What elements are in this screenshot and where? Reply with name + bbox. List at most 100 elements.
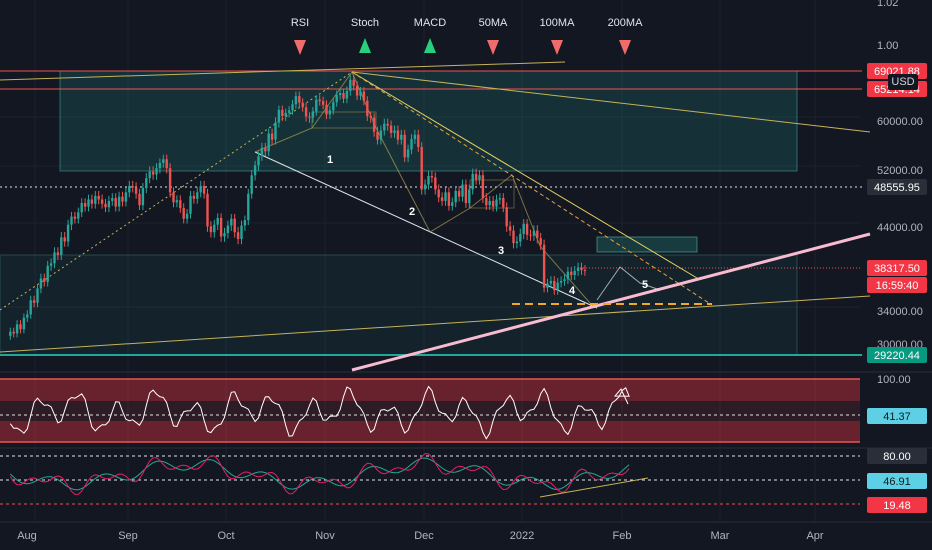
candle-body	[352, 79, 355, 86]
candle-body	[168, 168, 172, 193]
price-tag-text: 41.37	[883, 411, 911, 423]
candle-body	[345, 90, 349, 99]
candle-body	[498, 198, 502, 200]
candle-body	[454, 190, 457, 203]
candle-body	[566, 271, 570, 280]
candle-body	[294, 96, 298, 105]
candle-body	[335, 95, 338, 103]
price-tag-text: 80.00	[883, 451, 911, 463]
candle-body	[481, 175, 485, 199]
candle-body	[403, 134, 406, 158]
candle-body	[138, 193, 141, 206]
signal-down-arrow	[551, 40, 563, 55]
price-tag-box	[867, 277, 927, 293]
candle-body	[9, 331, 12, 336]
candle-body	[546, 283, 549, 288]
rsi-axis-label: 100.00	[877, 374, 911, 386]
candle-body	[141, 188, 145, 206]
candle-body	[549, 280, 553, 284]
candle-body	[63, 237, 66, 242]
candle-body	[451, 202, 454, 206]
candle-body	[236, 232, 240, 239]
small-zone	[596, 236, 698, 253]
signal-label: MACD	[414, 17, 446, 29]
candle-body	[270, 133, 274, 140]
candle-body	[90, 199, 94, 204]
candle-body	[240, 225, 243, 239]
candle-body	[128, 185, 131, 193]
candle-body	[308, 116, 311, 118]
candle-body	[532, 230, 536, 236]
projection-lines	[596, 266, 661, 301]
candle-body	[192, 195, 196, 199]
stoch-trend-line	[539, 477, 649, 498]
candle-body	[124, 192, 128, 202]
candle-body	[522, 223, 525, 234]
descending-line	[351, 71, 698, 279]
candle-body	[338, 93, 342, 96]
candle-body	[104, 203, 107, 208]
candle-body	[179, 200, 182, 209]
price-tag: 46.91	[867, 473, 927, 489]
price-tag-box	[867, 179, 927, 195]
stoch-d-line	[9, 453, 630, 495]
candle-body	[250, 175, 253, 194]
left-diagonal-line	[0, 71, 353, 311]
currency-label: USD	[888, 74, 918, 90]
candle-body	[376, 131, 379, 140]
candle-body	[556, 282, 559, 291]
long-support-line	[0, 295, 871, 353]
candle-body	[413, 134, 417, 140]
candle-body	[355, 85, 359, 96]
price-tag: 41.37	[867, 408, 927, 424]
candle-body	[515, 241, 519, 244]
signal-label: RSI	[291, 17, 309, 29]
candle-body	[70, 216, 73, 225]
candle-body	[175, 200, 179, 203]
candle-body	[73, 216, 77, 219]
candle-body	[559, 280, 563, 283]
candle-body	[386, 123, 389, 126]
price-tag-box	[867, 497, 927, 513]
wave-label: 1	[327, 154, 333, 166]
candle-body	[502, 198, 505, 208]
candle-body	[151, 171, 155, 175]
candle-body	[420, 147, 423, 190]
candle-body	[182, 208, 185, 219]
candle-body	[53, 252, 56, 264]
price-tag-box	[867, 448, 927, 464]
candle-body	[107, 200, 111, 208]
rsi-oversold-band	[0, 421, 860, 442]
candle-body	[60, 237, 63, 255]
candle-body	[80, 203, 83, 213]
candle-body	[423, 184, 427, 190]
candle-body	[328, 110, 332, 115]
candle-body	[495, 199, 498, 207]
price-tag-text: 46.91	[883, 476, 911, 488]
candle-body	[274, 122, 277, 140]
candle-body	[315, 99, 318, 112]
candle-body	[155, 168, 158, 175]
candle-body	[505, 207, 508, 227]
candle-body	[553, 280, 556, 291]
channel-lower-line	[254, 151, 598, 309]
wave-label: 2	[409, 206, 415, 218]
candle-body	[223, 233, 226, 237]
candle-body	[570, 271, 573, 276]
candle-body	[257, 156, 260, 166]
candle-body	[427, 175, 430, 185]
price-tag-box	[867, 473, 927, 489]
candle-body	[471, 173, 474, 190]
candle-body	[12, 331, 15, 334]
candle-body	[32, 300, 36, 303]
candle-body	[304, 107, 308, 117]
candle-body	[369, 115, 372, 118]
candle-body	[219, 218, 223, 237]
top-trend-line	[0, 61, 566, 81]
candle-body	[19, 324, 22, 330]
time-axis-label: Feb	[613, 530, 632, 542]
candle-body	[389, 125, 393, 133]
candle-body	[253, 165, 257, 176]
candle-body	[189, 195, 192, 214]
